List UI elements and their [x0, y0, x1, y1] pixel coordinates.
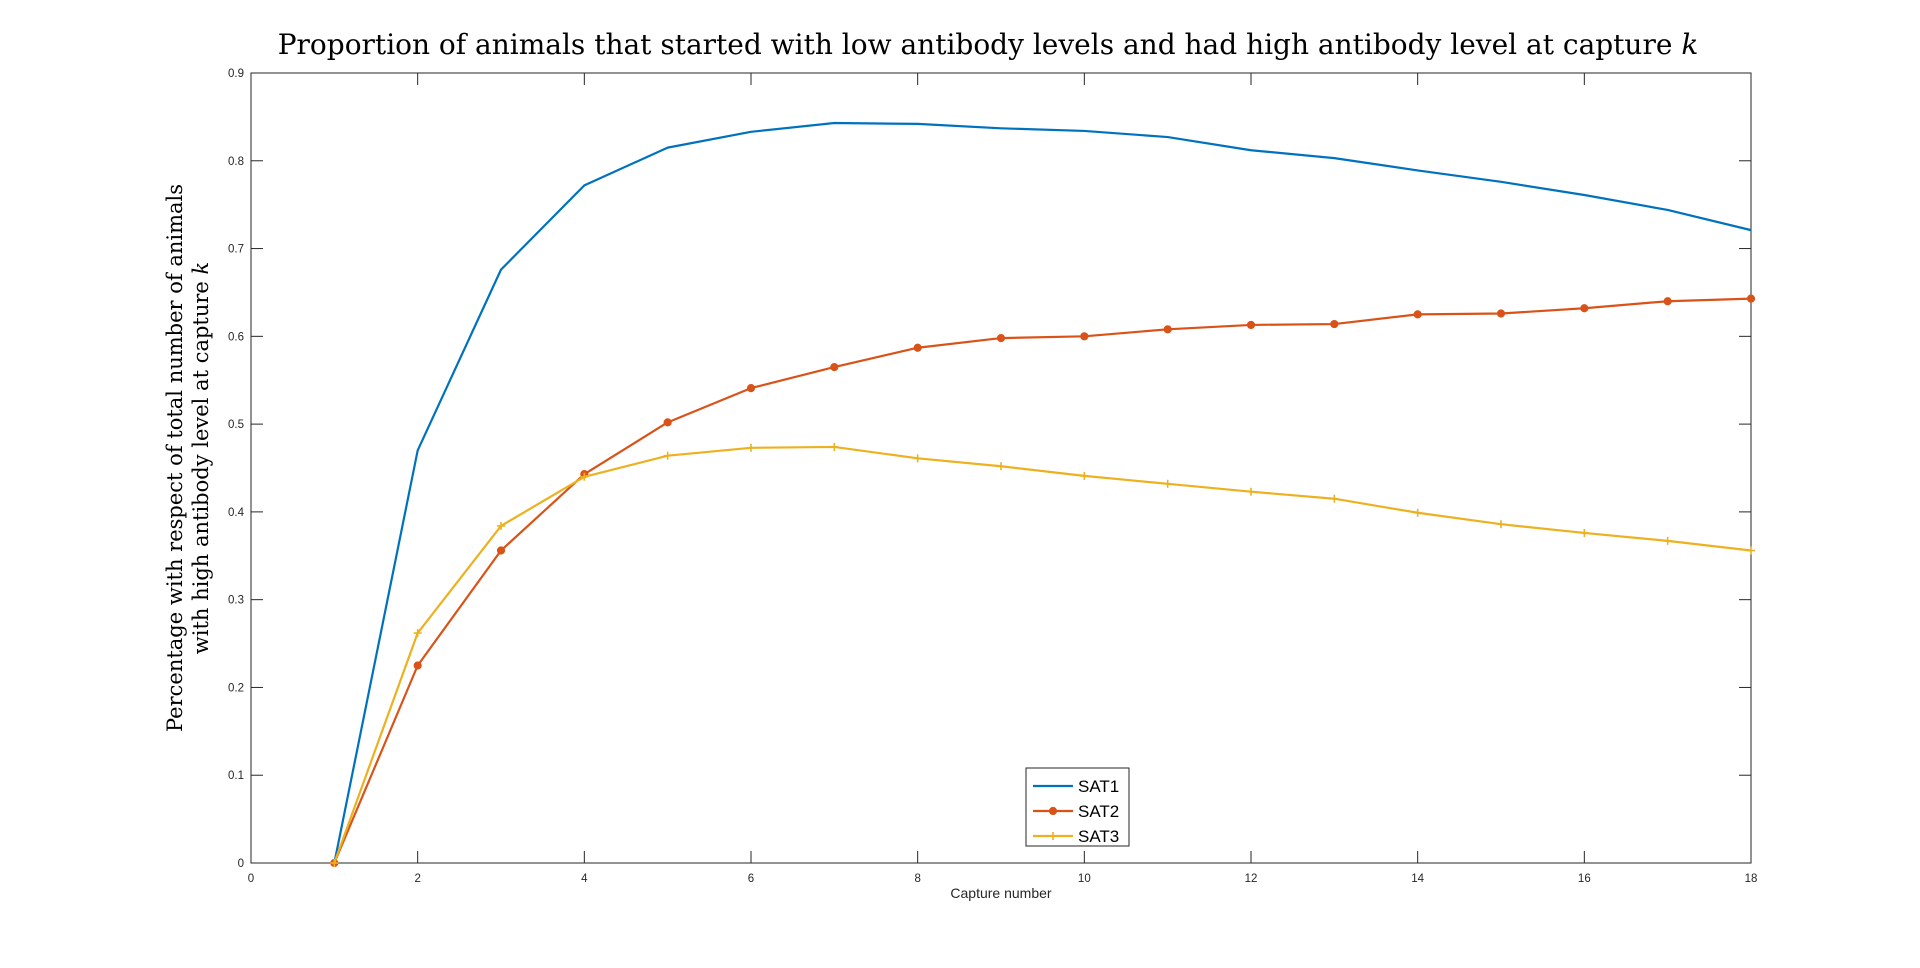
- series-line-sat1: [333, 121, 1752, 864]
- data-point-sat2: [1413, 310, 1422, 319]
- data-point-sat3: [1163, 479, 1172, 488]
- data-point-sat3: [663, 451, 672, 460]
- y-tick-label: 0: [238, 858, 244, 870]
- legend-item-sat1: SAT1: [1033, 777, 1119, 796]
- legend-item-sat2: SAT2: [1033, 802, 1119, 821]
- y-tick-label: 0.8: [228, 156, 244, 168]
- data-point-sat3: [913, 454, 922, 463]
- data-point-sat3: [1247, 487, 1255, 496]
- legend: SAT1 SAT2 SAT3: [1025, 767, 1130, 847]
- data-point-sat2: [1580, 304, 1589, 313]
- legend-box: [1025, 767, 1130, 847]
- data-point-sat3: [1747, 546, 1755, 555]
- data-point-sat3: [413, 629, 422, 638]
- data-point-sat2: [1663, 297, 1672, 306]
- y-axis-label-line2: with high antibody level at capture k: [189, 262, 213, 655]
- x-tick-label: 0: [248, 873, 254, 885]
- chart-title-variable: k: [1681, 28, 1698, 61]
- data-point-sat2: [1330, 319, 1339, 329]
- y-tick-label: 0.3: [228, 595, 244, 607]
- y-axis-label-line2-text: with high antibody level at capture: [189, 274, 213, 654]
- legend-marker-sat3: [1049, 832, 1057, 840]
- series-line-sat2: [333, 297, 1752, 864]
- legend-label-sat1: SAT1: [1078, 777, 1119, 796]
- x-tick-label: 6: [748, 873, 754, 885]
- data-point-sat2: [996, 333, 1006, 343]
- data-point-sat2: [663, 418, 672, 427]
- x-tick-label: 2: [414, 873, 420, 885]
- x-tick-label: 4: [581, 873, 588, 885]
- data-point-sat2: [496, 546, 506, 555]
- chart-title-text: Proportion of animals that started with …: [278, 28, 1682, 61]
- data-point-sat2: [830, 362, 839, 372]
- data-point-sat3: [830, 442, 839, 451]
- data-point-sat2: [746, 384, 756, 393]
- y-axis-label-line1: Percentage with respect of total number …: [163, 184, 187, 732]
- data-point-sat3: [580, 472, 589, 481]
- data-point-sat2: [1163, 325, 1172, 334]
- data-point-sat3: [747, 443, 755, 452]
- data-point-sat3: [497, 521, 505, 530]
- series-layer: [330, 121, 1756, 868]
- data-point-sat3: [330, 859, 339, 867]
- chart-title: Proportion of animals that started with …: [278, 28, 1699, 61]
- data-point-sat3: [1663, 536, 1672, 545]
- data-point-sat2: [413, 661, 422, 670]
- legend-marker-sat2: [1048, 806, 1058, 816]
- data-point-sat3: [1330, 494, 1339, 503]
- y-tick-label: 0.9: [228, 68, 244, 80]
- axis-ticks: 0 2 4 6 8 10 12 14 16 18 0 0.1 0.2 0.3 0.4 0.5 0.6 0.7 0.8…: [228, 68, 1757, 885]
- x-tick-label: 10: [1078, 873, 1091, 885]
- y-tick-label: 0.2: [228, 682, 244, 694]
- legend-item-sat3: SAT3: [1033, 827, 1119, 846]
- y-tick-label: 0.4: [228, 507, 245, 519]
- data-point-sat2: [913, 343, 922, 352]
- data-point-sat3: [997, 462, 1005, 471]
- data-point-sat3: [1413, 508, 1422, 517]
- data-point-sat3: [1497, 520, 1505, 529]
- series-sat3: [330, 442, 1755, 867]
- series-sat1: [333, 121, 1752, 864]
- y-axis-label-variable: k: [189, 262, 213, 275]
- data-point-sat3: [1080, 471, 1089, 480]
- legend-items: SAT1 SAT2 SAT3: [1033, 777, 1119, 846]
- legend-label-sat3: SAT3: [1078, 827, 1119, 846]
- x-tick-label: 12: [1245, 873, 1258, 885]
- data-point-sat3: [1580, 528, 1589, 537]
- x-axis-label: Capture number: [950, 885, 1052, 901]
- y-tick-label: 0.6: [228, 331, 244, 343]
- data-point-sat2: [1496, 309, 1506, 318]
- y-tick-label: 0.7: [228, 244, 244, 256]
- y-axis-label: Percentage with respect of total number …: [163, 184, 213, 732]
- y-tick-label: 0.1: [228, 770, 244, 782]
- x-tick-label: 8: [914, 873, 920, 885]
- series-line-sat3: [333, 445, 1752, 864]
- data-point-sat2: [1246, 320, 1256, 330]
- data-point-sat2: [1080, 332, 1089, 341]
- data-point-sat2: [1746, 294, 1756, 303]
- y-tick-label: 0.5: [228, 419, 244, 431]
- x-tick-label: 16: [1578, 873, 1591, 885]
- x-tick-label: 18: [1745, 873, 1758, 885]
- x-tick-label: 14: [1411, 873, 1424, 885]
- legend-label-sat2: SAT2: [1078, 802, 1119, 821]
